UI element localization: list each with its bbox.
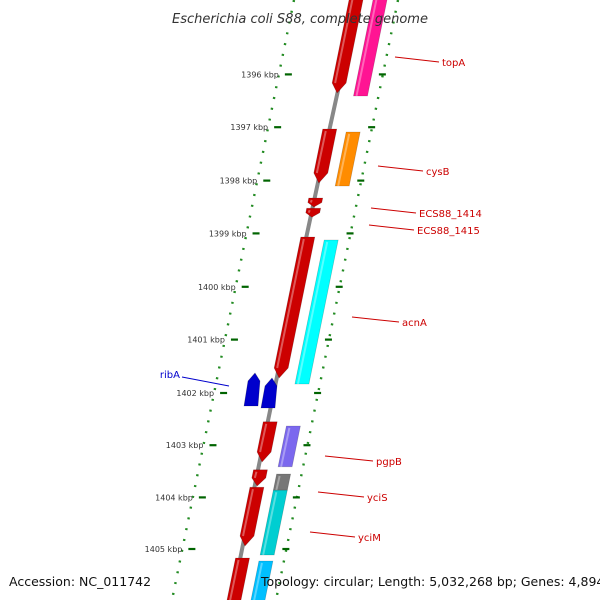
gene-ECS88_1414-feature-highlight — [309, 199, 313, 203]
gene-label-yciM[interactable]: yciM — [358, 533, 381, 544]
kbp-tick-label: 1399 kbp — [209, 229, 247, 238]
callout-line-yciM — [309, 531, 356, 538]
gene-label-topA[interactable]: topA — [442, 58, 465, 69]
gene-label-acnA[interactable]: acnA — [402, 318, 427, 329]
label-layer: ribA topA cysB ECS88_1414 ECS88_1415 acnA pgpB… — [160, 56, 482, 544]
gene-yciM-feature-highlight — [242, 488, 254, 537]
gene-yciS-cds-feature-highlight — [275, 475, 281, 491]
gene-label-ECS88_1414[interactable]: ECS88_1414 — [419, 209, 482, 220]
callout-line-yciS — [317, 491, 365, 498]
callout-line-ECS88_1414 — [370, 207, 417, 214]
gene-ribA-feature[interactable] — [243, 372, 261, 407]
callout-line-acnA — [351, 316, 400, 323]
callout-line-cysB — [377, 165, 424, 172]
gene-topA-feature[interactable] — [331, 0, 369, 94]
gene-pgpB-feature[interactable] — [256, 421, 278, 463]
gene-cysB-cds-feature-highlight — [337, 133, 351, 187]
gene-acnA-feature[interactable] — [273, 236, 316, 379]
gene-acnA-cds-feature[interactable] — [294, 239, 339, 385]
gene-topA-cds-feature[interactable] — [353, 0, 393, 97]
gene-label-ECS88_1415[interactable]: ECS88_1415 — [417, 226, 480, 237]
gene-label-ribA[interactable]: ribA — [160, 370, 180, 381]
kbp-tick-label: 1403 kbp — [166, 441, 204, 450]
callout-line-ECS88_1415 — [368, 224, 415, 231]
gene-layer — [223, 0, 393, 600]
kbp-tick-label: 1396 kbp — [241, 70, 279, 79]
kbp-tick-label: 1401 kbp — [187, 336, 225, 345]
gene-acnA-cds-feature-highlight — [296, 241, 329, 385]
gene-label-cysB[interactable]: cysB — [426, 167, 450, 178]
callout-line-pgpB — [324, 455, 374, 462]
kbp-tick-label: 1405 kbp — [145, 545, 183, 554]
gene-yciS-feature[interactable] — [251, 469, 268, 487]
gene-yciM-cds-feature-highlight — [262, 491, 278, 556]
kbp-tick-label: 1400 kbp — [198, 283, 236, 292]
kbp-tick-label: 1402 kbp — [176, 389, 214, 398]
ribA-callout-line — [181, 376, 230, 387]
gene-ribA-feature[interactable] — [260, 377, 278, 409]
gene-label-pgpB[interactable]: pgpB — [376, 457, 402, 468]
map-title: Escherichia coli S88, complete genome — [172, 12, 428, 27]
kbp-tick-label: 1397 kbp — [230, 123, 268, 132]
background-layer: 1396 kbp 1397 kbp 1398 kbp 1399 kbp 1400 kbp… — [145, 0, 400, 600]
gene-pgpB-feature-highlight — [259, 423, 268, 453]
gene-topA-cds-feature-highlight — [355, 0, 378, 97]
gene-topA-feature-highlight — [334, 0, 354, 84]
topology-text: Topology: circular; Length: 5,032,268 bp… — [260, 574, 600, 589]
gene-unlabeled-feature-highlight — [229, 559, 240, 600]
gene-yciS-feature-highlight — [253, 471, 258, 479]
gene-yciM-cds-feature[interactable] — [259, 489, 288, 556]
gene-ECS88_1414-feature[interactable] — [307, 197, 324, 208]
gene-cysB-feature[interactable] — [313, 128, 338, 184]
kbp-tick-label: 1404 kbp — [155, 493, 193, 502]
callout-line-topA — [394, 56, 440, 63]
gene-pgpB-cds-feature[interactable] — [277, 425, 301, 468]
gene-pgpB-cds-feature-highlight — [280, 427, 291, 468]
gene-cysB-cds-feature[interactable] — [334, 131, 361, 187]
gene-cysB-feature-highlight — [315, 130, 327, 174]
kbp-tick-label: 1398 kbp — [220, 177, 258, 186]
gene-acnA-feature-highlight — [276, 238, 305, 369]
gene-yciM-feature[interactable] — [239, 486, 265, 547]
gene-ECS88_1415-feature[interactable] — [305, 207, 322, 218]
accession-text: Accession: NC_011742 — [9, 574, 151, 589]
gene-unlabeled-feature[interactable] — [223, 557, 250, 600]
gene-label-yciS[interactable]: yciS — [367, 493, 388, 504]
gene-unlabeled-cds-feature-highlight — [253, 562, 263, 600]
gene-ECS88_1415-feature-highlight — [307, 209, 311, 214]
gene-unlabeled-cds-feature[interactable] — [245, 560, 274, 600]
